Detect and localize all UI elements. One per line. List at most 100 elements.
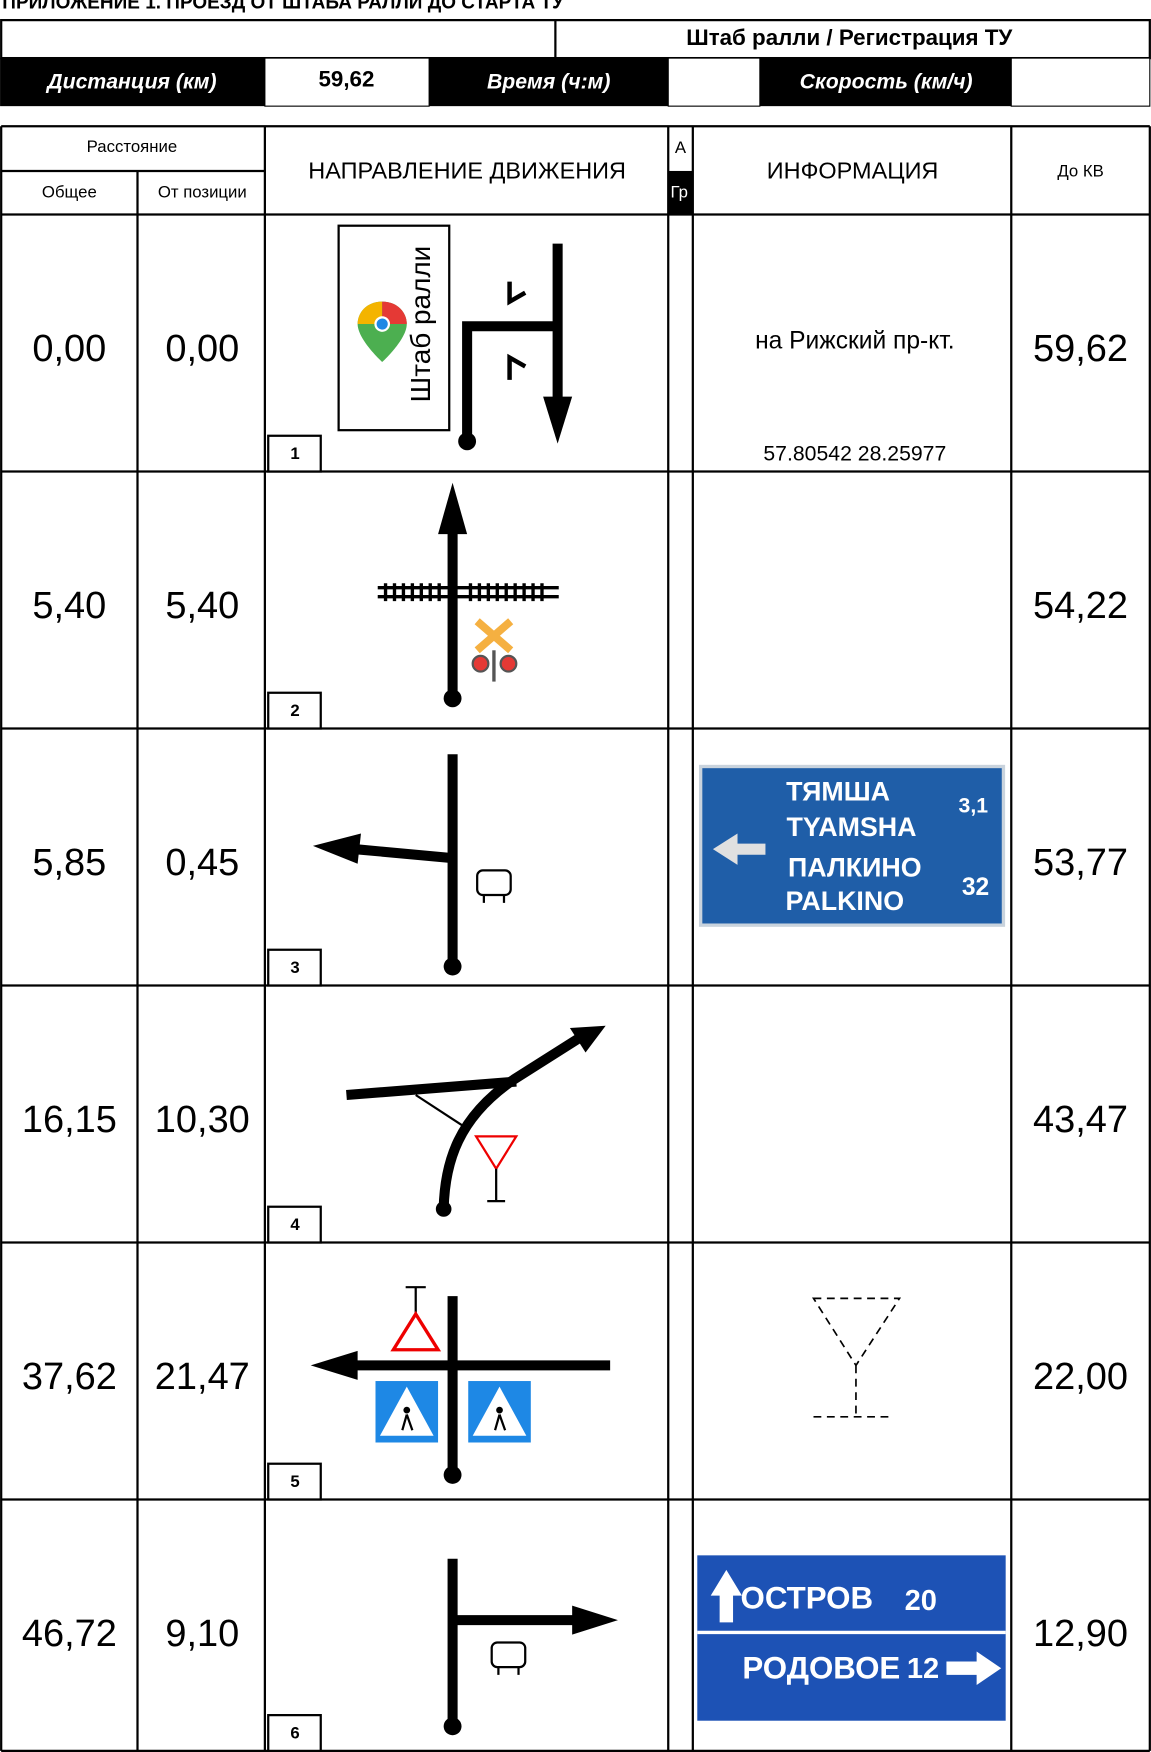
road-start: [443, 689, 462, 708]
diagram-5: [310, 1286, 902, 1484]
diagram-1: Штаб ралли: [337, 224, 573, 451]
step-number: 2: [290, 701, 299, 720]
distance-value: 59,62: [319, 66, 375, 91]
step-number: 3: [290, 958, 299, 977]
sign-text: PALKINO: [785, 886, 904, 916]
summary-bar: Дистанция (км) 59,62 Время (ч:м) Скорост…: [0, 57, 1151, 107]
col-header: От позиции: [158, 183, 247, 202]
sign-pole: [487, 1168, 506, 1203]
total-distance: 46,72: [22, 1613, 117, 1655]
col-header: А: [675, 138, 687, 157]
rail-ties: [383, 583, 544, 602]
col-header: Гр: [670, 183, 687, 202]
diagram-3: ТЯМША TYAMSHA 3,1 ПАЛКИНО PALKINO 32: [312, 754, 1006, 976]
direction-sign: [697, 1555, 1006, 1721]
road-start: [458, 432, 477, 451]
total-distance: 5,85: [32, 842, 106, 884]
bar-cell: [0, 58, 265, 107]
number-box: [267, 691, 322, 730]
sign-text: РОДОВОЕ: [742, 1651, 900, 1686]
sign-text: 12: [907, 1653, 939, 1685]
diagram-4: [346, 1025, 606, 1217]
to-checkpoint: 59,62: [1033, 328, 1128, 370]
partial-distance: 0,45: [165, 842, 239, 884]
gr-cell: [668, 170, 693, 215]
sign-arrow: [712, 833, 766, 865]
pedestrian: [493, 1414, 507, 1431]
bar-cell: [1010, 57, 1151, 107]
signal-light: [499, 654, 518, 673]
table-header: Расстояние Общее От позиции НАПРАВЛЕНИЕ …: [42, 137, 1104, 215]
table-cells: 0,00 0,00 59,62 1 на Рижский пр-кт. 57.80542 …: [22, 327, 1128, 1752]
partial-distance: 21,47: [155, 1356, 250, 1398]
info-text: на Рижский пр-кт.: [755, 327, 955, 354]
number-box: [267, 434, 322, 473]
sign-text: 3,1: [959, 794, 989, 817]
to-checkpoint: 22,00: [1033, 1356, 1128, 1398]
diagram-6: ОСТРОВ 20 РОДОВОЕ 12: [443, 1555, 1006, 1736]
step-number: 6: [290, 1724, 299, 1743]
sign-text: 32: [962, 874, 989, 901]
bar-cell: [429, 58, 669, 107]
arrow-head: [438, 482, 468, 535]
total-distance: 0,00: [32, 328, 106, 370]
to-checkpoint: 53,77: [1033, 842, 1128, 884]
number-box: [267, 1714, 322, 1752]
step-number: 1: [290, 444, 299, 463]
col-header: НАПРАВЛЕНИЕ ДВИЖЕНИЯ: [308, 157, 626, 183]
info-text: 57.80542 28.25977: [763, 442, 946, 465]
route-title: Штаб ралли / Регистрация ТУ: [686, 25, 1013, 50]
step-number: 5: [290, 1472, 299, 1491]
partial-distance: 9,10: [165, 1613, 239, 1655]
dashed-yield: [811, 1297, 902, 1418]
col-header: До КВ: [1057, 161, 1103, 180]
link-line: [415, 1094, 468, 1130]
arrow-head: [572, 1605, 618, 1635]
doc-title: ПРИЛОЖЕНИЕ 1. ПРОЕЗД ОТ ШТАБА РАЛЛИ ДО С…: [2, 0, 564, 13]
step-number: 4: [290, 1215, 300, 1234]
number-box: [267, 1205, 322, 1244]
sign-arrow: [710, 1569, 742, 1623]
speed-label: Скорость (км/ч): [800, 70, 973, 93]
crossing-sign: [474, 618, 514, 654]
total-distance: 16,15: [22, 1099, 117, 1141]
mark: [507, 353, 527, 380]
bus-stop: [476, 869, 512, 897]
diagram-2: [377, 482, 559, 708]
arrow-head: [569, 1025, 606, 1053]
road-start: [443, 1717, 462, 1736]
gr-clip: Гр: [670, 183, 687, 202]
bar-cell: [264, 57, 430, 107]
warning-sign: [390, 1310, 442, 1352]
time-label: Время (ч:м): [487, 70, 610, 93]
sign-text: 20: [905, 1585, 937, 1617]
sign-text: ОСТРОВ: [741, 1580, 874, 1615]
partial-distance: 0,00: [165, 328, 239, 370]
arrow-head: [312, 833, 361, 864]
number-box: [267, 948, 322, 987]
sign-text: ТЯМША: [786, 776, 890, 806]
to-checkpoint: 12,90: [1033, 1613, 1128, 1655]
bus-stop: [482, 894, 506, 903]
pin: [382, 301, 407, 325]
pin: [357, 301, 383, 325]
col-header: ИНФОРМАЦИЯ: [767, 157, 939, 183]
road-start: [443, 957, 462, 976]
pedestrian: [496, 1406, 503, 1414]
partial-distance: 10,30: [155, 1099, 250, 1141]
bar-cell: [759, 58, 1012, 107]
road: [462, 321, 558, 442]
sign-text: TYAMSHA: [786, 812, 916, 842]
pin: [374, 316, 391, 332]
road-start: [443, 1465, 462, 1484]
pedestrian: [403, 1406, 411, 1414]
partial-distance: 5,40: [165, 585, 239, 627]
bus-stop: [490, 1641, 527, 1669]
to-checkpoint: 43,47: [1033, 1099, 1128, 1141]
arrow-head: [310, 1350, 358, 1380]
road-start: [435, 1201, 452, 1217]
bar-cell: [667, 57, 761, 107]
